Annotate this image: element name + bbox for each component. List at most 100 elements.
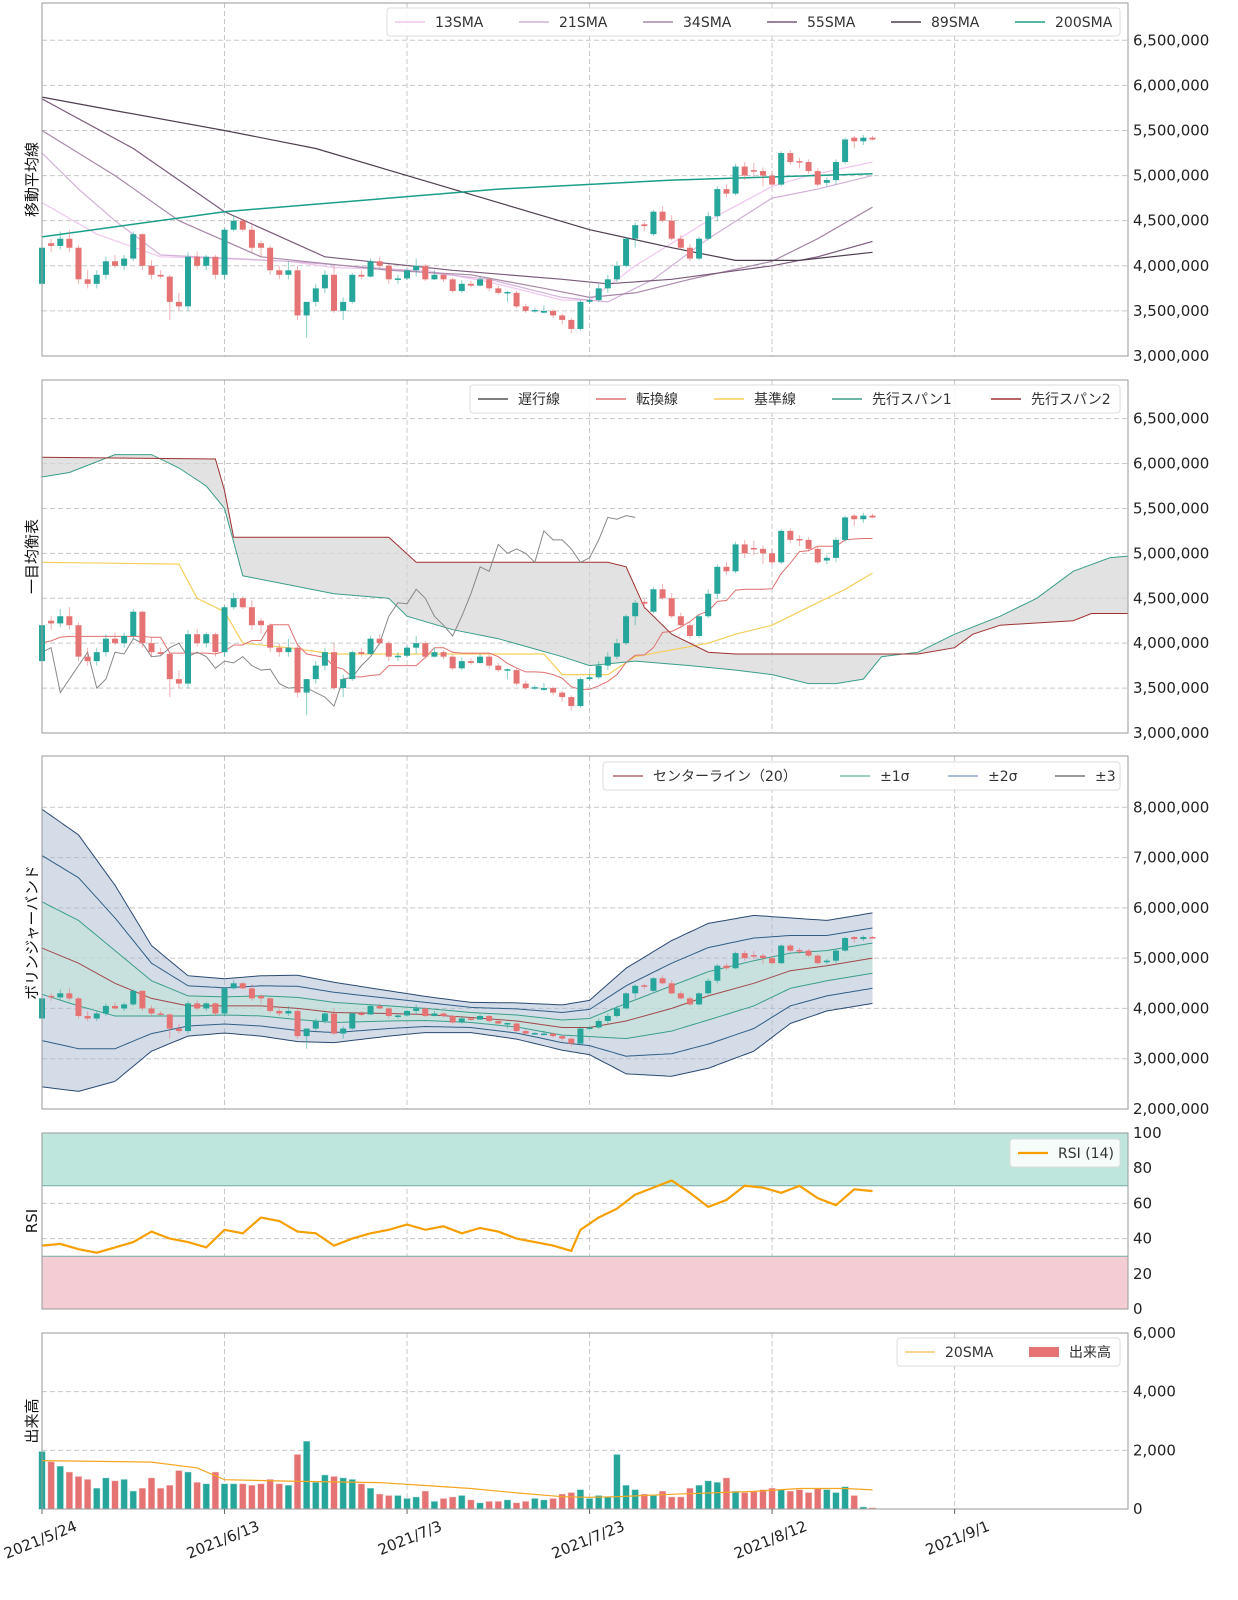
panel-frame <box>41 1132 1129 1310</box>
candle-body <box>267 247 274 271</box>
candle-body <box>559 315 566 320</box>
candle-body <box>559 1036 566 1039</box>
panel-background <box>42 380 1128 733</box>
candle-body <box>741 166 748 176</box>
legend-label: 先行スパン2 <box>1031 392 1111 408</box>
volume-bar <box>421 1490 429 1510</box>
volume-bar <box>704 1480 712 1510</box>
candle-body <box>832 539 839 558</box>
y-tick-label: 3,000,000 <box>1133 724 1209 742</box>
candle-body <box>185 1003 192 1032</box>
bollinger-lower-3sigma <box>41 1002 873 1092</box>
candle-body <box>57 993 64 998</box>
candle-body <box>668 598 675 617</box>
volume-bar <box>777 1489 785 1510</box>
candle-body <box>623 616 630 644</box>
candle-body <box>194 1003 201 1009</box>
volume-bar <box>485 1501 493 1510</box>
volume-bar <box>668 1496 676 1510</box>
candle-body <box>194 634 201 644</box>
candle-body <box>358 1013 365 1015</box>
volume-bar <box>75 1476 83 1510</box>
candle-body <box>814 548 821 563</box>
volume-bar <box>640 1493 648 1510</box>
candle-body <box>75 247 82 280</box>
volume-bar <box>814 1487 822 1510</box>
volume-bar <box>586 1498 594 1510</box>
candle-body <box>212 1003 219 1014</box>
candle-body <box>504 669 511 671</box>
candle-body <box>568 697 575 707</box>
candle-body <box>659 211 666 221</box>
candle-body <box>440 652 447 657</box>
candle-body <box>714 566 721 594</box>
legend-label: 先行スパン1 <box>872 392 952 408</box>
candle-body <box>650 211 657 235</box>
volume-bar <box>440 1498 448 1510</box>
candle-body <box>148 643 155 653</box>
candle-body <box>358 274 365 277</box>
volume-bar <box>823 1489 831 1510</box>
volume-bar <box>221 1483 229 1510</box>
candle-body <box>577 1028 584 1044</box>
candle-body <box>413 265 420 271</box>
candle-body <box>221 229 228 275</box>
volume-bar <box>631 1489 639 1510</box>
y-tick-label: 6,500,000 <box>1133 410 1209 428</box>
candlestick-series <box>39 512 876 716</box>
y-tick-label: 5,000,000 <box>1133 544 1209 562</box>
y-axis-title: RSI <box>23 1209 41 1233</box>
legend-label: 出来高 <box>1069 1344 1111 1361</box>
volume-bar <box>576 1489 584 1510</box>
candle-body <box>750 547 757 550</box>
candle-body <box>477 656 484 663</box>
candle-body <box>48 995 55 998</box>
candle-body <box>686 998 693 1005</box>
candle-body <box>285 647 292 653</box>
volume-bar <box>732 1490 740 1510</box>
volume-bar <box>750 1490 758 1510</box>
candle-body <box>367 1005 374 1015</box>
y-tick-label: 5,500,000 <box>1133 121 1209 139</box>
y-tick-label: 100 <box>1133 1124 1162 1142</box>
y-tick-label: 0 <box>1133 1300 1143 1318</box>
y-tick-label: 2,000 <box>1133 1441 1176 1459</box>
candle-body <box>303 301 310 316</box>
candle-body <box>504 291 511 294</box>
volume-bar <box>613 1454 621 1510</box>
candle-body <box>404 1010 411 1016</box>
candle-body <box>57 238 64 246</box>
candle-body <box>769 553 776 563</box>
candle-body <box>632 602 639 617</box>
y-tick-label: 5,000,000 <box>1133 167 1209 185</box>
volume-bar <box>722 1477 730 1510</box>
candle-body <box>677 616 684 626</box>
panel-frame <box>41 2 1129 357</box>
candle-body <box>102 1005 109 1014</box>
candle-body <box>112 638 119 644</box>
candlestick-series <box>39 134 876 338</box>
candle-body <box>522 683 529 689</box>
candle-body <box>248 229 255 248</box>
y-axis-title: 一目均衡表 <box>23 519 41 594</box>
volume-bar <box>567 1492 575 1510</box>
candle-body <box>641 985 648 987</box>
candle-body <box>422 1008 429 1016</box>
volume-bar <box>166 1485 174 1510</box>
x-tick-label: 2021/5/24 <box>1 1517 79 1563</box>
candle-body <box>641 601 648 604</box>
candle-body <box>869 137 876 140</box>
x-tick-label: 2021/8/12 <box>732 1517 810 1563</box>
volume-bar <box>312 1482 320 1510</box>
candle-body <box>778 945 785 964</box>
candle-body <box>148 265 155 275</box>
candle-body <box>66 616 73 626</box>
volume-bar <box>403 1498 411 1510</box>
legend-box <box>386 7 1121 37</box>
y-tick-label: 4,500,000 <box>1133 589 1209 607</box>
candle-body <box>349 1013 356 1029</box>
candle-body <box>276 1010 283 1014</box>
volume-bar <box>503 1499 511 1510</box>
candle-body <box>759 171 766 176</box>
